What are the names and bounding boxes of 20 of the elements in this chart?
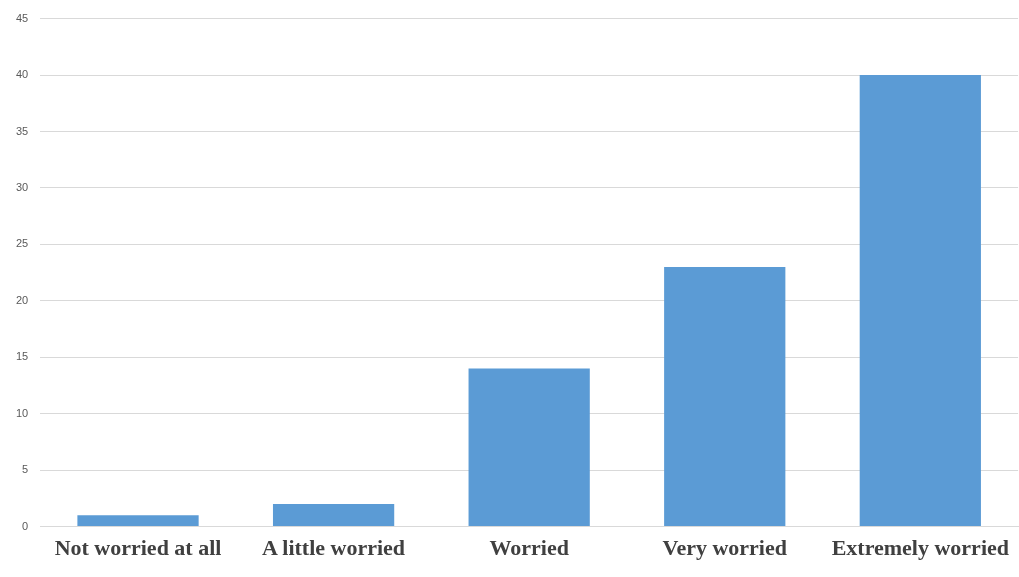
x-tick-label: Not worried at all [54, 535, 222, 561]
x-tick-label: Very worried [662, 535, 787, 561]
y-tick-label: 20 [15, 293, 29, 306]
y-tick-label: 5 [22, 463, 29, 476]
y-tick-label: 15 [15, 350, 29, 363]
y-tick-label: 40 [15, 68, 29, 81]
y-tick-label: 0 [22, 519, 29, 532]
y-tick-label: 25 [15, 237, 29, 250]
bar [468, 368, 590, 527]
y-tick-label: 30 [15, 180, 29, 193]
y-tick-label: 45 [15, 11, 29, 24]
bar [664, 266, 786, 527]
x-tick-label: Extremely worried [831, 535, 1010, 561]
x-tick-label: Worried [489, 535, 569, 561]
bar [272, 504, 395, 527]
y-tick-label: 10 [15, 406, 29, 419]
x-tick-label: A little worried [262, 535, 406, 561]
bar [77, 515, 199, 527]
bar [859, 75, 981, 527]
y-tick-label: 35 [15, 124, 29, 137]
